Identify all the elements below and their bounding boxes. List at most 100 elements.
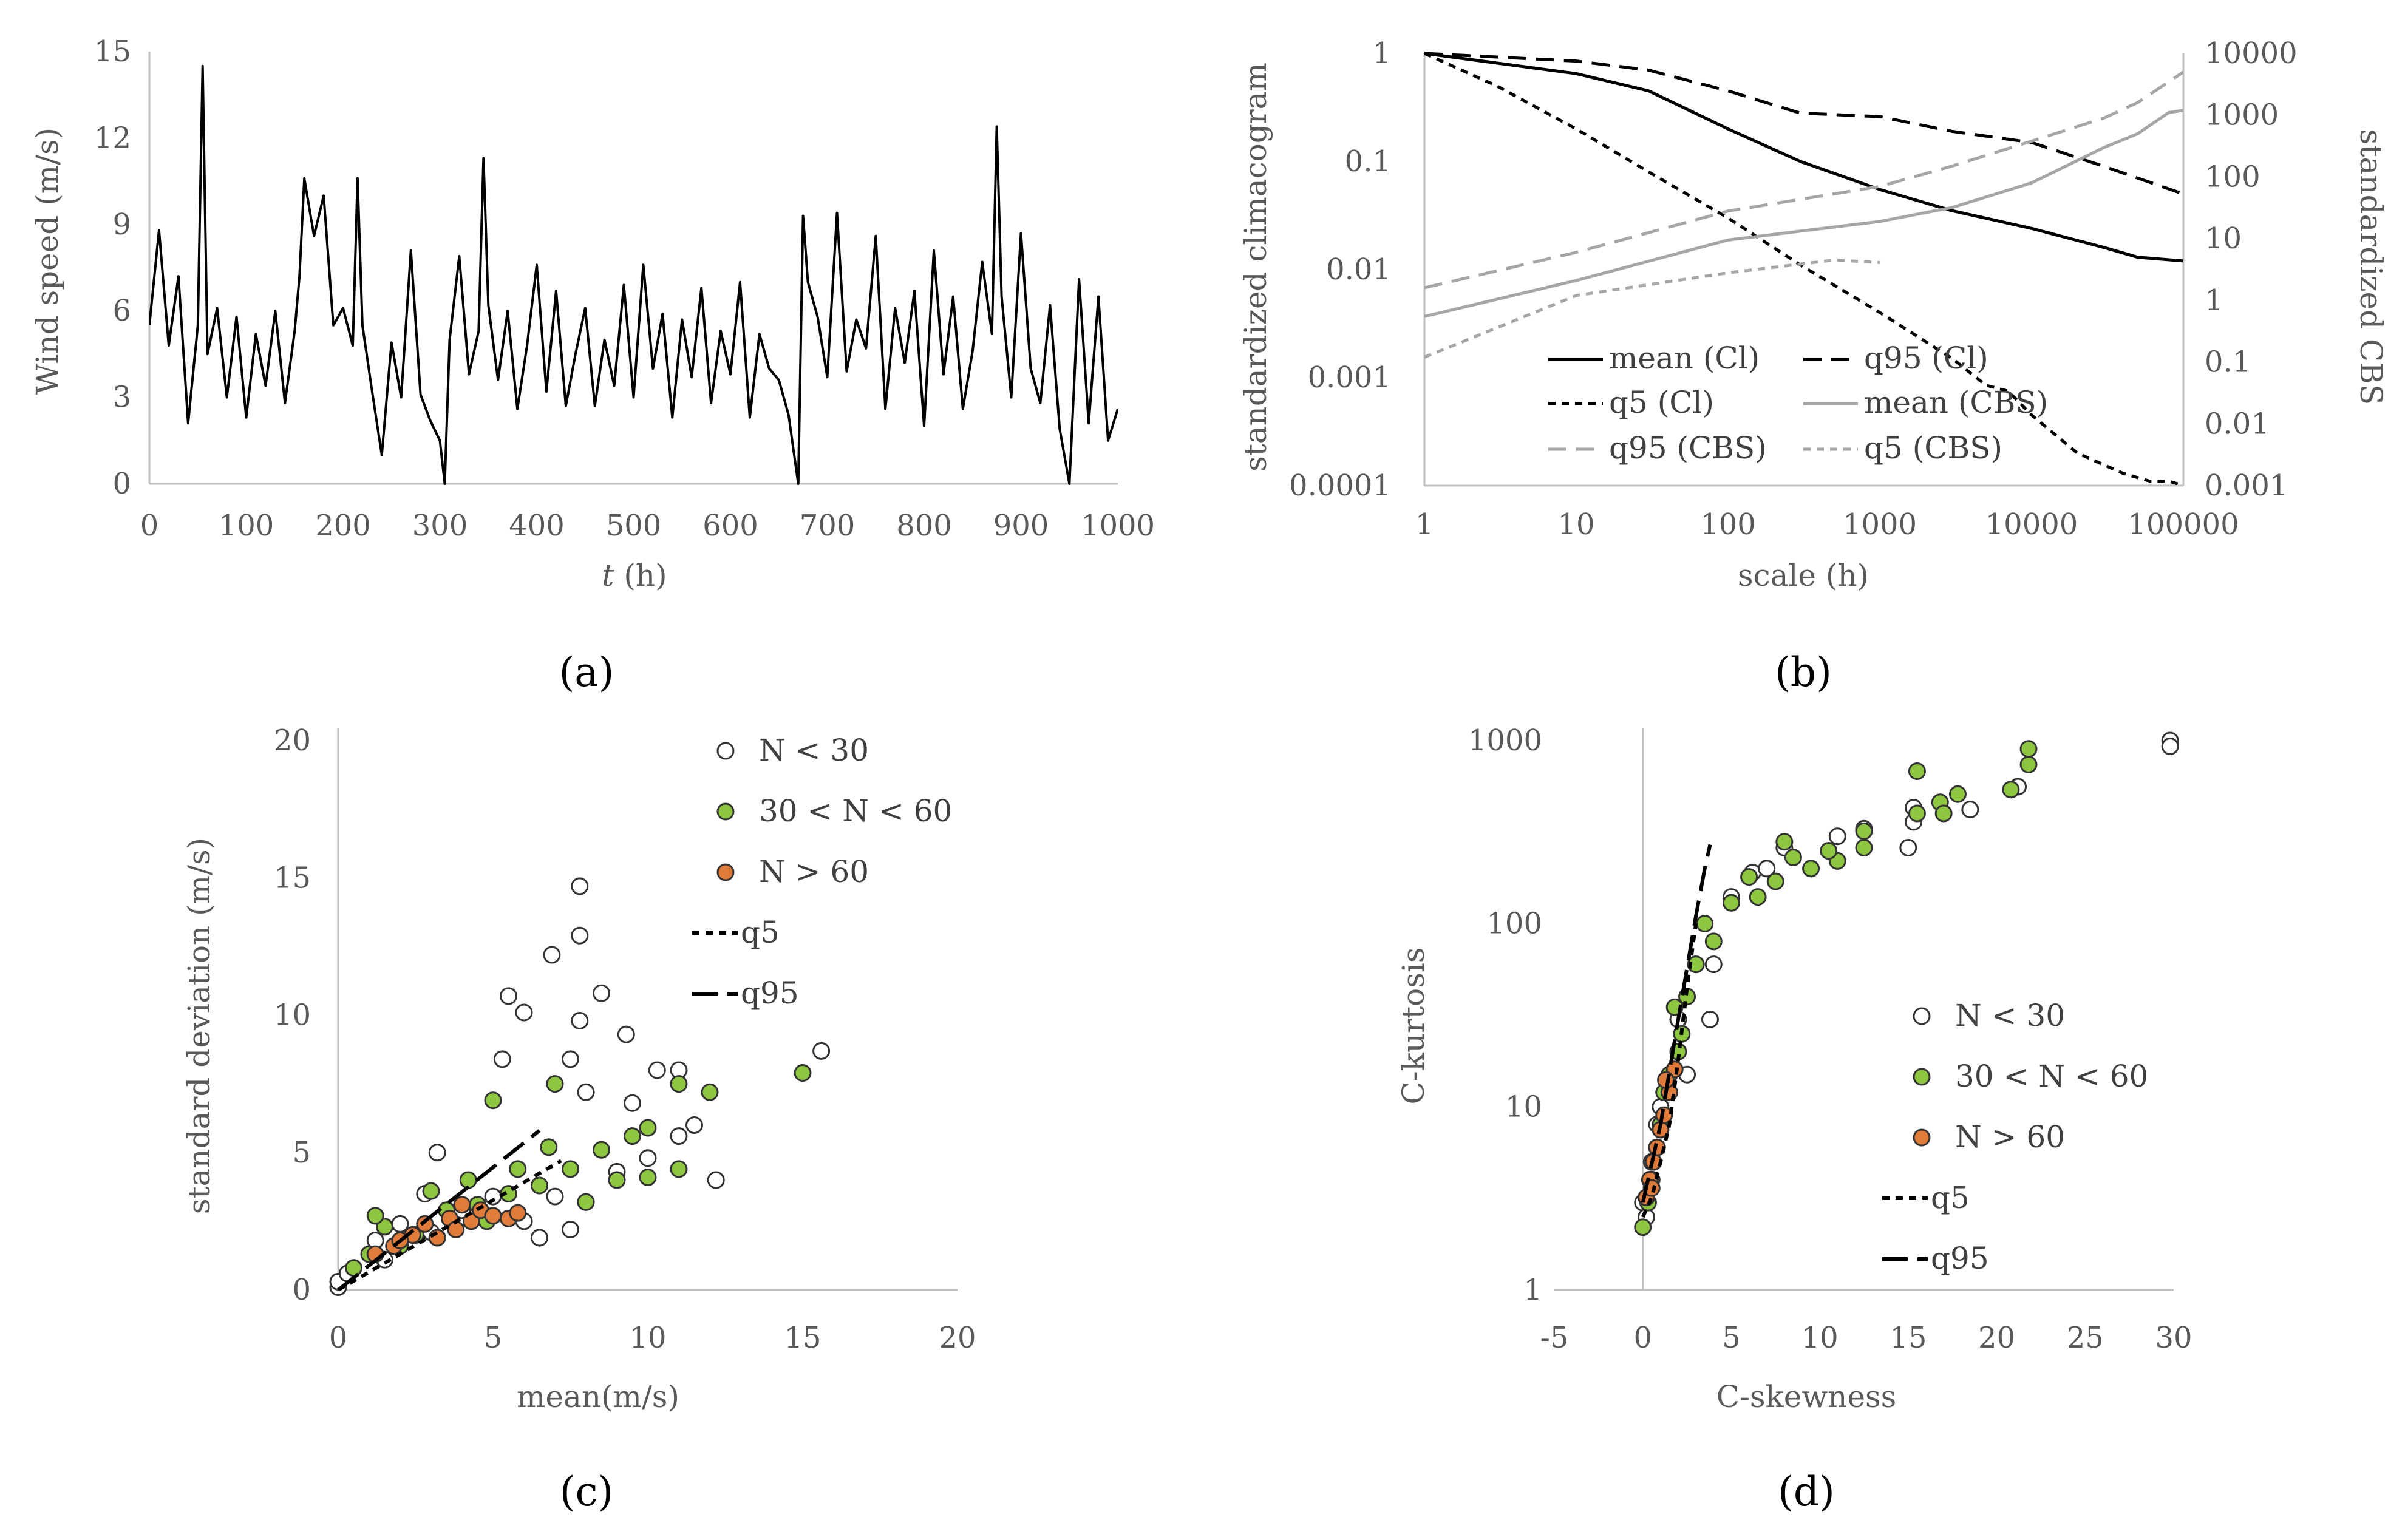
panel-b-ytick: 0.1 xyxy=(1345,144,1391,178)
panel-d-ytick: 10 xyxy=(1505,1090,1542,1124)
panel-b-y2tick: 100 xyxy=(2205,160,2260,194)
panel-c-legend-marker xyxy=(716,802,735,821)
panel-b-ylabel: standardized climacogram xyxy=(1238,63,1273,472)
panel-b-series-line xyxy=(1424,52,2183,487)
panel-d-caption: (d) xyxy=(1778,1468,1835,1515)
panel-b-legend-label: q5 (CBS) xyxy=(1864,430,2002,466)
panel-d-point xyxy=(1908,762,1926,781)
panel-c-xtick: 15 xyxy=(784,1321,821,1355)
panel-c-ytick: 5 xyxy=(292,1136,311,1170)
panel-d-legend-label: q5 xyxy=(1931,1180,1970,1215)
panel-c-point xyxy=(531,1176,548,1195)
panel-d-point xyxy=(1696,915,1714,933)
panel-a-ylabel: Wind speed (m/s) xyxy=(30,127,65,395)
panel-b-y2tick: 1 xyxy=(2205,283,2223,317)
panel-b-ytick: 0.0001 xyxy=(1289,469,1391,503)
panel-c-xtick: 10 xyxy=(629,1321,666,1355)
panel-a-xtick: 900 xyxy=(993,509,1049,543)
panel-b-y2tick: 0.1 xyxy=(2205,345,2251,379)
panel-a-series-wind-speed xyxy=(149,64,1118,485)
panel-a-xtick: 0 xyxy=(140,509,159,543)
panel-a: Wind speed (m/s) t (h) 0 3 6 9 12 15 0 100 200 30… xyxy=(30,35,1155,696)
panel-c-legend-label: q5 xyxy=(741,915,780,950)
panel-d-point xyxy=(1704,932,1723,951)
panel-d-point xyxy=(2002,781,2020,799)
panel-c-point xyxy=(794,1064,812,1082)
panel-c-point xyxy=(515,1003,533,1022)
panel-b-legend-label: q95 (Cl) xyxy=(1864,341,1988,376)
panel-a-ytick: 6 xyxy=(112,294,131,328)
panel-c-point xyxy=(670,1160,688,1178)
panel-b-y2tick: 10 xyxy=(2205,222,2242,256)
panel-d-xtick: 0 xyxy=(1633,1321,1652,1355)
panel-c-xtick: 5 xyxy=(484,1321,503,1355)
panel-d-xtick: 20 xyxy=(1978,1321,2015,1355)
panel-b-xtick: 10000 xyxy=(1985,507,2078,541)
panel-d-point xyxy=(1634,1218,1652,1236)
panel-c-point xyxy=(670,1075,688,1093)
panel-d-point xyxy=(1775,833,1794,851)
panel-d-point xyxy=(2019,740,2038,758)
panel-c-point xyxy=(543,946,561,964)
panel-c-ytick: 20 xyxy=(274,724,311,758)
panel-b-legend-label: mean (Cl) xyxy=(1609,341,1760,376)
panel-b-series-line xyxy=(1424,258,1880,359)
panel-a-xtick: 400 xyxy=(509,509,565,543)
panel-a-caption: (a) xyxy=(559,649,614,696)
panel-d-point xyxy=(1722,894,1740,912)
panel-c-legend: N < 30 30 < N < 60 N > 60 q5 q95 xyxy=(692,733,952,1011)
panel-c-line-q5 xyxy=(337,1159,562,1292)
panel-c-point xyxy=(624,1094,641,1112)
panel-d-ylabel: C-kurtosis xyxy=(1396,947,1431,1104)
panel-d-point xyxy=(2161,738,2179,756)
panel-d-xtick: 15 xyxy=(1890,1321,1927,1355)
panel-a-xtick: 100 xyxy=(219,509,274,543)
panel-c-point xyxy=(531,1229,548,1247)
panel-d-point xyxy=(1802,860,1820,878)
panel-d-legend-marker xyxy=(1913,1007,1931,1025)
panel-d-xtick: 30 xyxy=(2155,1321,2192,1355)
panel-d-point xyxy=(1740,868,1758,886)
panel-d-legend-label: N > 60 xyxy=(1955,1119,2065,1155)
panel-d-xtick: -5 xyxy=(1540,1321,1569,1355)
panel-d-point xyxy=(2019,755,2038,773)
panel-b-y2tick: 0.001 xyxy=(2205,469,2288,503)
panel-a-ytick: 3 xyxy=(112,381,131,415)
panel-b-ytick: 0.001 xyxy=(1308,361,1391,395)
panel-c-point xyxy=(345,1259,362,1277)
panel-b: standardized climacogram standardized CB… xyxy=(1238,36,2388,696)
panel-c-point xyxy=(447,1220,465,1238)
panel-b-y2label: standardized CBS xyxy=(2353,129,2388,405)
panel-c-point xyxy=(593,984,610,1002)
panel-c-point xyxy=(500,987,517,1005)
panel-d-xtick: 5 xyxy=(1722,1321,1741,1355)
panel-d-point xyxy=(1934,804,1953,823)
panel-d-point xyxy=(1701,1010,1719,1028)
panel-c-point xyxy=(484,1091,502,1110)
panel-d-point xyxy=(1948,785,1967,803)
panel-a-xtick: 700 xyxy=(800,509,856,543)
panel-b-legend: mean (Cl) q95 (Cl) q5 (Cl) mean (CBS) q95 (C… xyxy=(1548,341,2048,466)
panel-b-caption: (b) xyxy=(1775,649,1832,696)
panel-d-point xyxy=(1749,888,1767,906)
panel-b-xlabel: scale (h) xyxy=(1738,558,1869,593)
panel-a-ytick: 12 xyxy=(94,121,131,155)
panel-a-xtick: 200 xyxy=(315,509,371,543)
panel-c: standard deviation (m/s) mean(m/s) 0 5 10 1… xyxy=(182,724,976,1515)
panel-c-point xyxy=(624,1127,641,1145)
panel-d-point xyxy=(1687,955,1705,974)
panel-c-point xyxy=(562,1160,579,1178)
panel-c-legend-label: 30 < N < 60 xyxy=(759,793,952,829)
panel-c-ylabel: standard deviation (m/s) xyxy=(182,838,217,1214)
panel-a-ytick: 0 xyxy=(112,467,131,501)
panel-b-xtick: 100 xyxy=(1700,507,1756,541)
panel-d: C-kurtosis C-skewness 1 10 100 1000 -5 0 5 10 15… xyxy=(1396,724,2192,1515)
panel-c-point xyxy=(701,1083,719,1101)
panel-a-ytick: 9 xyxy=(112,208,131,242)
panel-a-xlabel-var: t xyxy=(602,558,614,593)
panel-c-point xyxy=(639,1149,657,1167)
panel-c-ytick: 15 xyxy=(274,861,311,895)
panel-d-legend-marker xyxy=(1913,1068,1931,1086)
panel-c-point xyxy=(577,1083,595,1101)
